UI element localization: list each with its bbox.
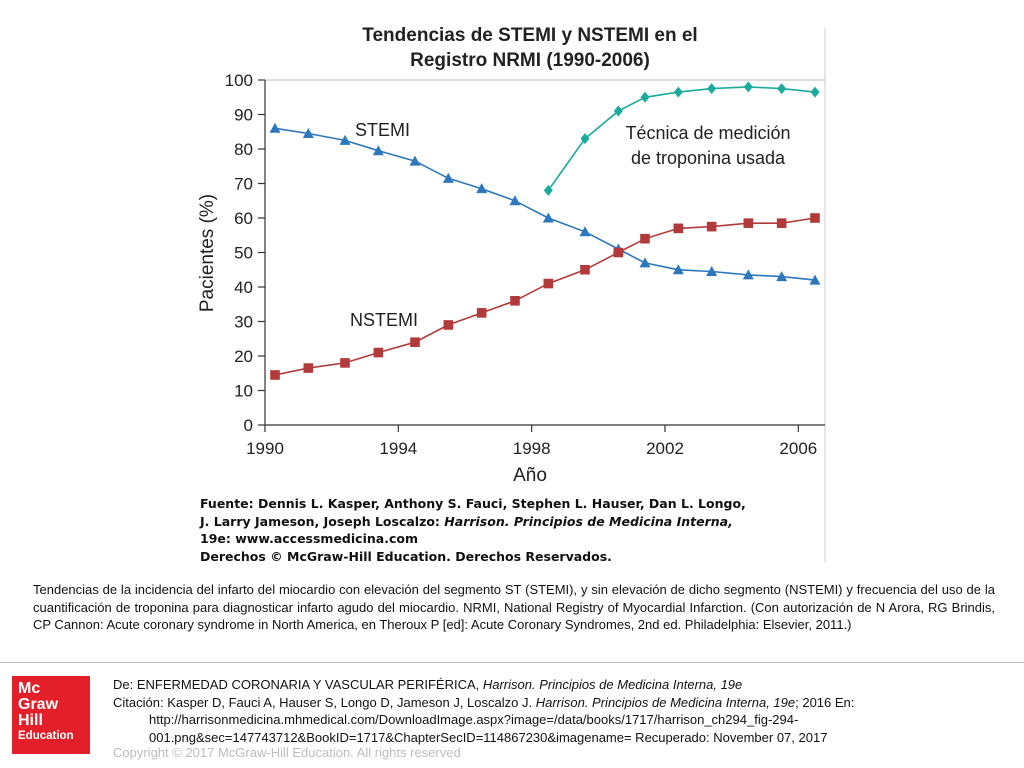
citation-url-line-2[interactable]: 001.png&sec=147743712&BookID=1717&Chapte… xyxy=(149,729,828,745)
source-line-2: J. Larry Jameson, Joseph Loscalzo: Harri… xyxy=(200,513,820,531)
data-point xyxy=(706,265,718,276)
y-tick-label: 70 xyxy=(234,175,253,194)
x-axis-label: Año xyxy=(513,465,547,486)
data-point xyxy=(372,145,384,156)
data-point xyxy=(673,86,683,98)
nstemi-annotation: NSTEMI xyxy=(350,310,418,330)
series-layer xyxy=(269,81,821,380)
data-point xyxy=(270,370,280,380)
citation-reference: Citación: Kasper D, Fauci A, Hauser S, L… xyxy=(113,694,1013,712)
troponin-annotation-line-2: de troponina usada xyxy=(631,148,786,168)
data-point xyxy=(510,296,520,306)
y-axis-label: Pacientes (%) xyxy=(197,194,218,312)
logo-line-2: Graw xyxy=(18,696,59,713)
y-tick-label: 10 xyxy=(234,382,253,401)
x-tick-label: 1994 xyxy=(379,439,417,458)
data-point xyxy=(373,347,384,358)
x-tick-label: 1990 xyxy=(246,439,284,458)
data-point xyxy=(476,308,487,318)
cite-year: ; 2016 En: xyxy=(795,694,855,710)
data-point xyxy=(639,257,651,268)
data-point xyxy=(640,233,650,244)
data-point xyxy=(707,83,717,95)
data-point xyxy=(543,278,554,289)
data-point xyxy=(809,274,821,285)
data-point xyxy=(509,195,521,206)
series-1 xyxy=(269,122,821,285)
y-tick-label: 50 xyxy=(234,244,253,263)
data-point xyxy=(776,218,787,228)
data-point xyxy=(777,83,787,95)
logo-line-4: Education xyxy=(18,730,74,742)
axes: 0 10 20 30 40 50 60 70 80 90 100 1990 1994 1998 2002 20… xyxy=(225,71,825,458)
data-point xyxy=(302,127,314,138)
y-tick-label: 90 xyxy=(234,106,253,125)
data-point xyxy=(810,213,820,223)
mcgraw-hill-logo: Mc Graw Hill Education xyxy=(12,676,90,754)
x-tick-label: 2006 xyxy=(779,439,817,458)
data-point xyxy=(673,223,684,234)
data-point xyxy=(269,122,281,133)
data-point xyxy=(442,172,454,183)
copyright-notice: Copyright © 2017 McGraw-Hill Education. … xyxy=(113,745,461,760)
y-tick-label: 20 xyxy=(234,347,253,366)
data-point xyxy=(810,86,820,98)
data-point xyxy=(640,91,650,103)
y-tick-label: 30 xyxy=(234,313,253,332)
citation-block: De: ENFERMEDAD CORONARIA Y VASCULAR PERI… xyxy=(113,676,1013,746)
cite-book: Harrison. Principios de Medicina Interna… xyxy=(535,694,796,710)
data-point xyxy=(542,212,554,223)
data-point xyxy=(742,269,754,280)
data-point xyxy=(410,337,420,347)
data-point xyxy=(672,264,684,275)
data-point xyxy=(340,358,350,368)
from-book: Harrison. Principios de Medicina Interna… xyxy=(482,677,743,692)
from-chapter: De: ENFERMEDAD CORONARIA Y VASCULAR PERI… xyxy=(113,677,483,692)
x-tick-label: 1998 xyxy=(513,439,551,458)
chart-title-line-1: Tendencias de STEMI y NSTEMI en el xyxy=(362,25,697,46)
citation-url-line-1[interactable]: http://harrisonmedicina.mhmedical.com/Do… xyxy=(149,712,799,727)
y-tick-label: 40 xyxy=(234,278,253,297)
data-point xyxy=(339,134,351,145)
series-3 xyxy=(543,81,820,196)
troponin-annotation-line-1: Técnica de medición xyxy=(625,123,790,143)
data-point xyxy=(579,226,591,237)
data-point xyxy=(409,155,421,166)
cite-authors: Citación: Kasper D, Fauci A, Hauser S, L… xyxy=(113,694,536,710)
data-point xyxy=(580,264,590,275)
footer-divider xyxy=(0,662,1024,663)
y-tick-label: 80 xyxy=(234,140,253,159)
logo-line-1: Mc xyxy=(18,680,41,697)
y-tick-label: 0 xyxy=(244,416,253,435)
data-point xyxy=(743,81,753,93)
source-line-4: Derechos © McGraw-Hill Education. Derech… xyxy=(200,548,612,564)
data-point xyxy=(543,184,553,196)
y-tick-label: 100 xyxy=(225,71,253,90)
data-point xyxy=(776,271,788,282)
source-authors: J. Larry Jameson, Joseph Loscalzo: xyxy=(200,513,445,529)
x-tick-label: 2002 xyxy=(646,439,684,458)
figure: Tendencias de STEMI y NSTEMI en el Regis… xyxy=(190,18,830,563)
data-point xyxy=(303,363,314,373)
figure-source: Fuente: Dennis L. Kasper, Anthony S. Fau… xyxy=(200,495,820,565)
data-point xyxy=(476,183,488,194)
y-tick-label: 60 xyxy=(234,209,253,228)
logo-line-3: Hill xyxy=(18,712,43,729)
stemi-annotation: STEMI xyxy=(355,120,410,140)
series-2 xyxy=(270,213,820,380)
source-line-3: 19e: www.accessmedicina.com xyxy=(200,531,418,546)
data-point xyxy=(706,221,717,232)
data-point xyxy=(743,218,754,228)
source-book: Harrison. Principios de Medicina Interna… xyxy=(444,513,733,529)
citation-from: De: ENFERMEDAD CORONARIA Y VASCULAR PERI… xyxy=(113,676,1013,694)
data-point xyxy=(443,320,454,330)
source-line-1: Fuente: Dennis L. Kasper, Anthony S. Fau… xyxy=(200,496,746,511)
data-point xyxy=(613,247,624,258)
series-line-2 xyxy=(274,217,816,376)
chart-title-line-2: Registro NRMI (1990-2006) xyxy=(410,50,650,71)
data-point xyxy=(613,105,623,117)
line-chart: Tendencias de STEMI y NSTEMI en el Regis… xyxy=(197,25,826,563)
figure-caption: Tendencias de la incidencia del infarto … xyxy=(33,582,995,632)
data-point xyxy=(580,133,590,145)
